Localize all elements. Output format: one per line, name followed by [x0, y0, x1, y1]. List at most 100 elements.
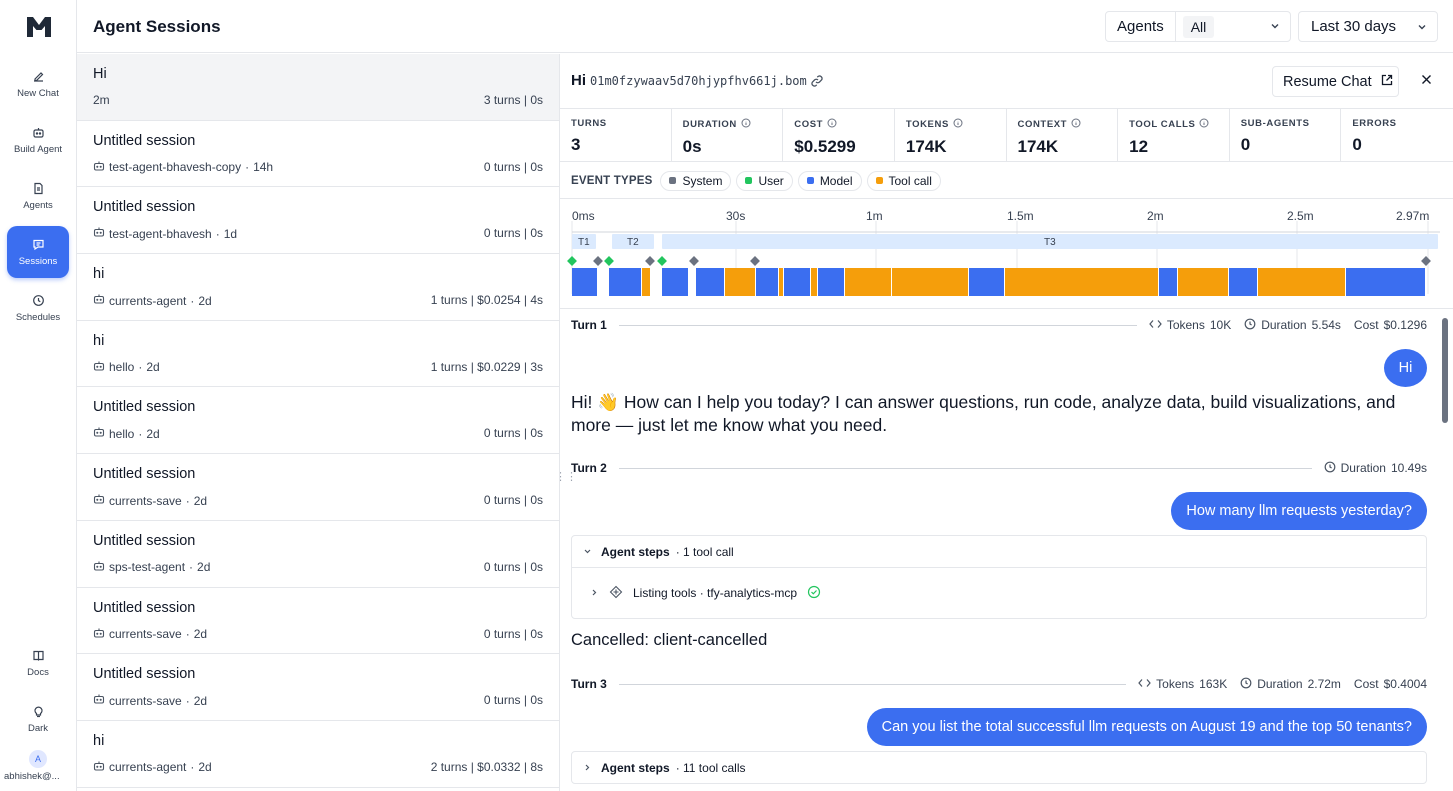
- timeline-tick-label: 2.97m: [1396, 209, 1429, 223]
- stat-label: COST: [794, 118, 894, 131]
- turn-span-bar: [612, 234, 654, 249]
- session-row[interactable]: Untitled session sps-test-agent · 2d 0 turns…: [77, 521, 559, 588]
- bulb-icon: [31, 705, 45, 719]
- session-agent-name: sps-test-agent: [109, 560, 186, 575]
- event-type-chip-system[interactable]: System: [660, 170, 732, 191]
- bot-icon: [93, 760, 105, 775]
- rail-docs[interactable]: Docs: [7, 637, 69, 689]
- resume-chat-button[interactable]: Resume Chat: [1272, 66, 1399, 97]
- external-link-icon: [1380, 73, 1394, 91]
- session-row[interactable]: Untitled session currents-save · 2d 0 turns …: [77, 654, 559, 721]
- duration-label: Duration: [1340, 461, 1386, 475]
- info-icon[interactable]: [953, 118, 963, 131]
- event-timeline[interactable]: 0ms 30s 1m 1.5m 2m 2.5m 2.97m T1 T2 T3: [560, 199, 1453, 309]
- date-range-select[interactable]: Last 30 days: [1298, 11, 1438, 42]
- session-row[interactable]: Untitled session currents-save · 2d 0 turns …: [77, 588, 559, 655]
- turn-2-header: Turn 2 Duration 10.49s: [571, 459, 1427, 477]
- turn-metrics: Tokens 163K Duration 2.72m Cost $0.4004: [1138, 677, 1427, 692]
- agent-steps-toggle[interactable]: Agent steps · 11 tool calls: [572, 752, 1426, 783]
- close-icon[interactable]: [1420, 73, 1433, 89]
- turn-label: Turn 1: [571, 318, 607, 332]
- top-header: Agent Sessions Agents All Last 30 days: [77, 0, 1453, 53]
- stat-label: TURNS: [571, 118, 671, 129]
- timeline-chart[interactable]: 0ms 30s 1m 1.5m 2m 2.5m 2.97m T1 T2 T3: [560, 199, 1453, 309]
- cost-label: Cost: [1353, 318, 1379, 332]
- rail-sessions[interactable]: Sessions: [7, 226, 69, 278]
- session-row-meta: test-agent-bhavesh-copy · 14h: [93, 160, 273, 175]
- chevron-down-icon: [1269, 20, 1281, 35]
- session-row[interactable]: Hi 2m 3 turns | 0s: [77, 54, 559, 121]
- rail-agents[interactable]: Agents: [7, 170, 69, 222]
- session-row[interactable]: hi currents-agent · 2d 1 turns | $0.0254 | 4…: [77, 254, 559, 321]
- session-row[interactable]: Untitled session test-agent-bhavesh · 1d 0 t…: [77, 187, 559, 255]
- session-row-meta: currents-save · 2d: [93, 693, 207, 708]
- event-marker: [645, 256, 655, 266]
- session-age: 2d: [193, 493, 208, 508]
- avatar[interactable]: A: [29, 750, 47, 768]
- event-bar: [696, 268, 724, 296]
- chevron-right-icon: [583, 761, 592, 775]
- rail-label: Dark: [27, 722, 49, 734]
- stat-tool-calls: TOOL CALLS 12: [1118, 109, 1230, 161]
- session-age: 2d: [193, 627, 208, 641]
- separator: ·: [138, 360, 143, 375]
- session-row[interactable]: Untitled session hello · 2d 0 turns | 0s: [77, 387, 559, 455]
- session-row[interactable]: Untitled session currents-save · 2d 0 turns …: [77, 454, 559, 521]
- event-type-chip-tool-call[interactable]: Tool call: [866, 170, 941, 191]
- event-bar: [572, 268, 597, 296]
- session-row-stats: 0 turns | 0s: [483, 559, 543, 574]
- event-type-chip-model[interactable]: Model: [797, 170, 862, 191]
- separator: ·: [190, 760, 195, 775]
- event-marker: [689, 256, 699, 266]
- left-rail: New Chat Build Agent Agents Sessions Sch…: [0, 0, 77, 791]
- bot-icon: [31, 126, 45, 140]
- bot-icon: [93, 693, 105, 708]
- stat-cost: COST $0.5299: [783, 109, 895, 161]
- timeline-tick-label: 2.5m: [1287, 209, 1314, 223]
- info-icon[interactable]: [1071, 118, 1081, 131]
- session-age: 1d: [223, 226, 238, 241]
- event-type-chip-user[interactable]: User: [736, 170, 793, 191]
- event-bar: [818, 268, 844, 296]
- session-list[interactable]: Hi 2m 3 turns | 0s Untitled session test-age…: [77, 54, 560, 791]
- tokens-value: 163K: [1199, 677, 1228, 691]
- session-row[interactable]: Untitled session test-agent-bhavesh-copy ·…: [77, 121, 559, 188]
- session-row[interactable]: hi currents-agent · 2d 2 turns | $0.0332 | 8…: [77, 721, 559, 788]
- event-bar: [1178, 268, 1228, 296]
- session-id: 01m0fzywaav5d70hjypfhv661j.bom: [590, 74, 807, 88]
- session-age: 2d: [193, 693, 208, 708]
- cost-value: $0.1296: [1383, 318, 1427, 332]
- rail-build-agent[interactable]: Build Agent: [7, 114, 69, 166]
- session-row-meta: currents-save · 2d: [93, 493, 207, 508]
- info-icon[interactable]: [741, 118, 751, 131]
- rail-theme-toggle[interactable]: Dark: [7, 693, 69, 745]
- timeline-tick-label: 2m: [1147, 209, 1164, 223]
- tool-call-label: Listing tools · tfy-analytics-mcp: [633, 586, 798, 600]
- drag-handle-icon[interactable]: ⋮⋮: [560, 471, 577, 483]
- agents-filter[interactable]: Agents All: [1105, 11, 1291, 42]
- bot-icon: [93, 360, 105, 375]
- chat-icon: [31, 238, 45, 252]
- session-row-meta: hello · 2d: [93, 426, 160, 441]
- agent-steps-toggle[interactable]: Agent steps · 1 tool call: [572, 536, 1426, 567]
- rail-new-chat[interactable]: New Chat: [7, 58, 69, 110]
- app-logo[interactable]: [25, 14, 53, 40]
- stat-label: ERRORS: [1352, 118, 1453, 129]
- info-icon[interactable]: [1199, 118, 1209, 131]
- scrollbar[interactable]: [1442, 318, 1448, 423]
- stat-turns: TURNS 3: [560, 109, 672, 161]
- session-row[interactable]: hi hello · 2d 1 turns | $0.0229 | 3s: [77, 321, 559, 388]
- session-row-title: Hi: [93, 66, 107, 82]
- link-icon[interactable]: [810, 74, 824, 91]
- turn-span-bar: [572, 234, 596, 249]
- stat-value: 0: [1352, 135, 1362, 154]
- tool-call-row[interactable]: Listing tools · tfy-analytics-mcp: [572, 567, 1426, 618]
- rail-schedules[interactable]: Schedules: [7, 282, 69, 334]
- session-row-title: hi: [93, 732, 105, 749]
- session-agent-name: hello: [109, 426, 135, 441]
- legend-swatch: [875, 177, 883, 184]
- session-agent-name: currents-agent: [109, 760, 187, 775]
- cost-value: $0.4004: [1383, 677, 1427, 691]
- info-icon[interactable]: [827, 118, 837, 131]
- turn-divider: [618, 683, 1127, 685]
